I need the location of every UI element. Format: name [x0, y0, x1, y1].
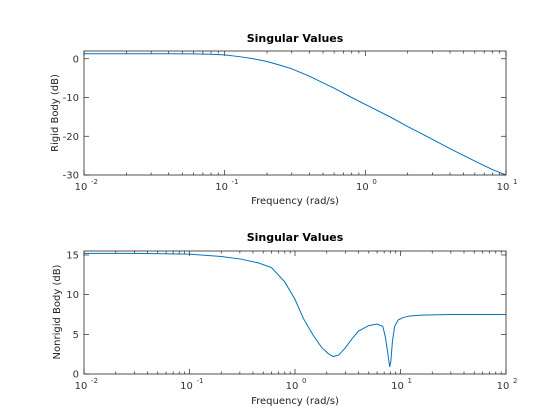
rigid-body-ytick-label-0: -30	[63, 171, 79, 182]
nonrigid-body-panel: Singular Values 10 -2 10 -1 10 0 10 1 10 2051015 …	[52, 231, 517, 407]
rigid-body-ytick-label-3: 0	[73, 54, 79, 65]
nonrigid-body-title: Singular Values	[247, 231, 344, 244]
nonrigid-body-xtick-exp-4: 2	[513, 377, 517, 385]
nonrigid-body-xtick-label-3: 10	[391, 381, 404, 392]
nonrigid-body-xtick-exp-2: 0	[302, 377, 306, 385]
nonrigid-body-ylabel: Nonrigid Body (dB)	[52, 264, 63, 359]
nonrigid-body-xlabel: Frequency (rad/s)	[251, 396, 339, 407]
nonrigid-body-ytick-label-1: 5	[73, 330, 79, 341]
nonrigid-body-xtick-exp-3: 1	[408, 377, 412, 385]
rigid-body-title: Singular Values	[247, 32, 344, 45]
nonrigid-body-xtick-exp-1: -1	[197, 377, 204, 385]
rigid-body-curve	[84, 53, 507, 176]
nonrigid-body-xtick-exp-0: -2	[91, 377, 98, 385]
nonrigid-body-xtick-label-4: 10	[497, 381, 510, 392]
rigid-body-axes-box	[83, 50, 507, 176]
rigid-body-xtick-label-3: 10	[497, 182, 510, 193]
nonrigid-body-curve	[84, 252, 506, 367]
rigid-body-xtick-exp-3: 1	[513, 178, 517, 186]
rigid-body-ticks: 10 -2 10 -1 10 0 10 1-30-20-100	[63, 51, 517, 193]
rigid-body-xtick-exp-0: -2	[91, 178, 98, 186]
nonrigid-body-xtick-label-1: 10	[180, 381, 193, 392]
rigid-body-xtick-label-1: 10	[215, 182, 228, 193]
rigid-body-xtick-exp-1: -1	[232, 178, 239, 186]
rigid-body-xtick-label-2: 10	[356, 182, 369, 193]
rigid-body-panel: Singular Values 10 -2 10 -1 10 0 10 1-30-20-100…	[50, 32, 517, 207]
nonrigid-body-axes-box	[83, 250, 507, 375]
rigid-body-ytick-label-2: -10	[63, 93, 79, 104]
nonrigid-body-ytick-label-0: 0	[73, 370, 79, 381]
rigid-body-xtick-label-0: 10	[75, 182, 88, 193]
nonrigid-body-xtick-label-2: 10	[286, 381, 299, 392]
rigid-body-ylabel: Rigid Body (dB)	[50, 74, 61, 152]
rigid-body-xtick-exp-2: 0	[372, 178, 376, 186]
rigid-body-xlabel: Frequency (rad/s)	[251, 196, 339, 207]
nonrigid-body-ytick-label-3: 15	[66, 250, 79, 261]
rigid-body-ytick-label-1: -20	[63, 132, 79, 143]
nonrigid-body-xtick-label-0: 10	[75, 381, 88, 392]
nonrigid-body-ytick-label-2: 10	[66, 290, 79, 301]
